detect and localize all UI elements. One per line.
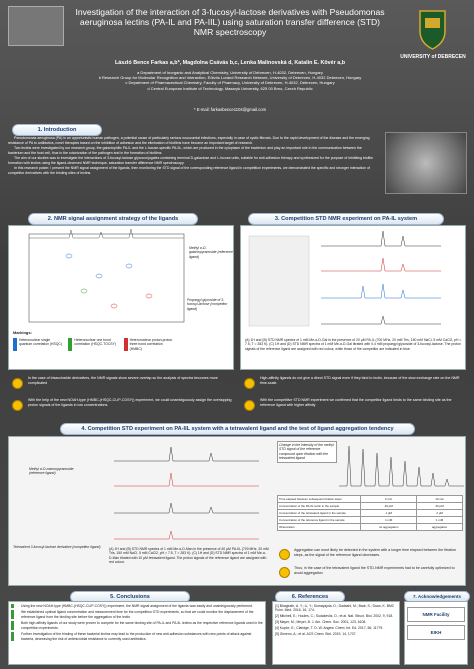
table-cell: 6 min (360, 495, 418, 503)
conclusion-item: Using the new NOAH-type (HMBC-(HSQC-CLIP… (11, 604, 263, 609)
section-title: 3. Competition STD NMR experiment on PA-… (248, 213, 444, 225)
table-cell: 40 µM (360, 502, 418, 510)
table-row: Concentration of the PA-IIL lectin in th… (276, 502, 463, 510)
affiliation: b Research Group for Molecular Recogniti… (98, 75, 362, 81)
reference-item: [4] Kupče, E.; Claridge, T. D. W. Angew.… (275, 626, 384, 631)
paragraph: In this research poster, I present the N… (8, 166, 371, 175)
section-title: 1. Introduction (12, 124, 102, 136)
smiley-icon (279, 549, 290, 560)
acknowledgements-panel: NMR Facility EIKH (404, 601, 468, 665)
logo-text: UNIVERSITY of DEBRECEN (400, 54, 466, 60)
section4-panel: Methyl α-D-mannopyranoside (reference li… (8, 436, 466, 586)
title: Investigation of the interaction of 3-fu… (75, 7, 385, 37)
note: With the help of the new NOAH-type (HMBC… (28, 398, 232, 407)
reference-item: [2] Mitchell, E.; Houles, C.; Sudakevitz… (275, 614, 394, 619)
smiley-icon (279, 567, 290, 578)
table-row: Concentration of the tetravalent ligand … (276, 509, 463, 517)
conclusions-panel: Using the new NOAH-type (HMBC-(HSQC-CLIP… (8, 601, 266, 665)
affiliation: a Department of Inorganic and Analytical… (137, 70, 323, 75)
table-row: Observation no aggregation aggregation (276, 523, 463, 531)
introduction-text: Pseudomonas aeruginosa (PA) is an opport… (8, 136, 378, 176)
smiley-icon (12, 400, 23, 411)
affiliation: d Central European Institute of Technolo… (147, 85, 313, 91)
logo-right (419, 10, 446, 50)
email: * E-mail: farkasbence1104@gmail.com (193, 107, 267, 112)
table-cell: Concentration of the PA-IIL lectin in th… (276, 502, 362, 510)
logo: EIKH (407, 625, 465, 640)
table-row: Time elapsed between subsequent titratio… (276, 495, 463, 503)
table-cell: 1 mM (416, 516, 463, 524)
markings-title: Markings: (13, 330, 32, 335)
smiley-icon (244, 400, 255, 411)
note: Aggregation can most likely be detected … (294, 548, 457, 557)
section-title: 4. Competition STD experiment on PA-IIL … (60, 423, 415, 435)
affiliations: a Department of Inorganic and Analytical… (60, 70, 400, 91)
table-cell: 1 mM (360, 516, 418, 524)
table-cell: 1 µM (360, 509, 418, 517)
table-cell: aggregation (416, 523, 463, 531)
table-wrap: Time elapsed between subsequent titratio… (276, 495, 463, 531)
table-cell: Concentration of the tetravalent ligand … (276, 509, 362, 517)
ref-ligand-label: Methyl α-D-mannopyranoside (reference li… (29, 467, 74, 476)
table-cell: Observation (276, 523, 362, 531)
titration-spectra (339, 445, 464, 487)
table-row: Concentration of the reference ligand in… (276, 516, 463, 524)
table-cell: 2 µM (416, 509, 463, 517)
section3-panel: (A) 1H and (B) STD NMR spectra of 1 mM M… (240, 225, 466, 370)
reference-item: [1] Bhagirath, A. Y.; Li, Y.; Somayajula… (275, 604, 395, 613)
affiliation: c Department of Pharmaceutical Chemistry… (125, 80, 335, 86)
note: In the case of trisaccharide derivatives… (28, 376, 218, 385)
references-panel: [1] Bhagirath, A. Y.; Li, Y.; Somayajula… (272, 601, 400, 665)
conclusion-item: We established optimal ligand concentrat… (11, 610, 263, 620)
section-title: 2. NMR signal assignment strategy of the… (28, 213, 198, 225)
legend-entry: Heteronuclear one bond correlation (HSQC… (68, 338, 117, 352)
paragraph: Pseudomonas aeruginosa (PA) is an opport… (8, 136, 370, 145)
table-cell: Time elapsed between subsequent titratio… (276, 495, 362, 503)
comp-ligand-label: Propargyl glycoside of 3-fucosyl-lactose… (187, 298, 228, 311)
logo-left (8, 6, 64, 46)
reference-item: [3] Mayer, M.; Meyer, B. J. Am. Chem. So… (275, 620, 367, 625)
paragraph: The aim of our studies was to investigat… (8, 156, 374, 165)
logo: NMR Facility (407, 607, 465, 622)
reference-item: [5] Gimeno, A.; et al. ACS Chem. Biol. 2… (275, 632, 357, 637)
table-cell: 10 min (416, 495, 463, 503)
intro-image (385, 132, 467, 194)
table: Time elapsed between subsequent titratio… (276, 495, 463, 531)
note: High-affinity ligands do not give a dire… (260, 376, 460, 385)
markings-legend: Heteronuclear single quantum correlation… (13, 338, 173, 352)
table-cell: Concentration of the reference ligand in… (276, 516, 362, 524)
caption: (A) 1H and (B) STD NMR spectra of 1 mM M… (245, 338, 462, 351)
plot-title: Change in the intensity of the methyl ST… (277, 441, 337, 463)
note: With the competitive STD NMR experiment … (260, 398, 452, 407)
paragraph: Two lectins were investigated by our res… (8, 146, 362, 155)
note: Thus, in the case of the tetravalent lig… (294, 566, 455, 575)
section2-panel: Methyl α-D-galactopyranoside (reference … (8, 225, 234, 370)
comp-ligand-label: Tetravalent 3-fucosyl-lactose derivative… (13, 545, 101, 549)
caption: (A) 1H and (B) STD NMR spectra of 1 mM M… (109, 547, 269, 565)
legend-entry: Heteronuclear proton-proton three bond c… (123, 338, 173, 352)
table-cell: 40 µM (416, 502, 463, 510)
table-cell: no aggregation (360, 523, 418, 531)
conclusion-item: Further investigation of the binding of … (11, 632, 263, 641)
smiley-icon (12, 378, 23, 389)
legend-entry: Heteronuclear single quantum correlation… (13, 338, 62, 352)
conclusion-item: Both high-affinity ligands of our study … (11, 621, 263, 631)
std-spectra (114, 446, 259, 540)
ref-ligand-label: Methyl α-D-galactopyranoside (reference … (189, 246, 233, 259)
std-spectra (248, 230, 441, 327)
smiley-icon (244, 378, 255, 389)
authors: László Bence Farkas a,b*, Magdolna Csává… (114, 60, 346, 66)
hsqc-spectrum (28, 228, 185, 323)
